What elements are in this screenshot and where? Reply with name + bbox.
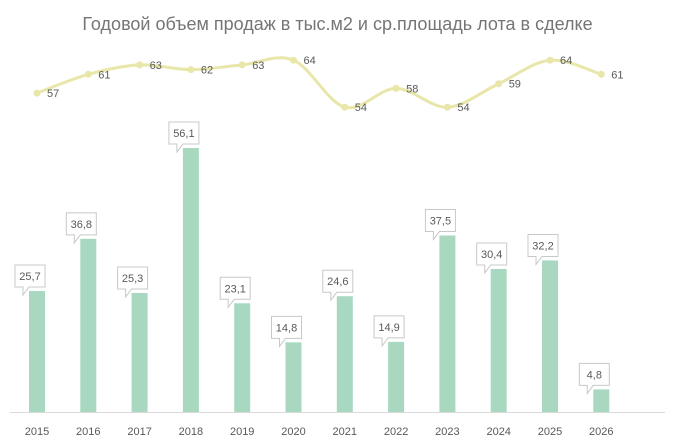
bar-data-label: 24,6: [327, 276, 348, 288]
x-tick-label: 2018: [179, 426, 203, 438]
line-data-label: 63: [150, 60, 162, 72]
line-data-label: 64: [304, 55, 316, 67]
bar-label-box: [14, 264, 46, 297]
bar: [131, 292, 148, 412]
line-point: [290, 56, 297, 64]
bar-label-box: [117, 266, 149, 299]
x-tick-label: 2023: [435, 426, 459, 438]
bar-data-label: 32,2: [532, 240, 553, 252]
line-data-label: 61: [98, 69, 110, 81]
line-point: [341, 103, 349, 111]
x-tick-label: 2024: [486, 426, 510, 438]
line-data-label: 64: [560, 55, 572, 67]
bar-data-label: 14,9: [378, 322, 399, 334]
line-data-label: 57: [47, 88, 59, 100]
bar-label-box: [578, 362, 610, 395]
bar: [388, 341, 405, 412]
bar-data-label: 14,8: [276, 322, 297, 334]
line-data-label: 62: [201, 65, 213, 77]
line-data-label: 61: [611, 69, 623, 81]
bar-data-label: 25,7: [19, 271, 40, 283]
bar: [182, 148, 199, 412]
bar: [80, 238, 97, 412]
line-point: [33, 89, 41, 97]
line-point: [84, 70, 92, 78]
bar: [439, 235, 456, 412]
line-point: [187, 66, 195, 74]
bar-data-label: 4,8: [587, 369, 602, 381]
x-tick-label: 2022: [384, 426, 408, 438]
bar-label-box: [527, 233, 559, 266]
x-tick-label: 2026: [589, 426, 613, 438]
bar-label-box: [219, 276, 251, 309]
line-point: [136, 61, 144, 69]
bar-label-box: [271, 315, 302, 348]
bar-data-label: 56,1: [173, 128, 194, 140]
bar-data-label: 25,3: [122, 273, 143, 285]
bar-data-label: 30,4: [481, 249, 502, 261]
line-point: [597, 70, 605, 78]
bar-data-label: 36,8: [71, 219, 92, 231]
bar-label-box: [373, 315, 405, 348]
bar-label-box: [65, 212, 97, 245]
bar-data-label: 37,5: [430, 216, 451, 228]
line-series: 57 61 63 62 63 64 54 58 54 59 64 61: [33, 55, 624, 114]
line-data-label: 54: [457, 102, 469, 114]
bar-label-box: [322, 269, 354, 302]
line-data-label: 54: [355, 102, 367, 114]
bar: [542, 260, 558, 412]
bar-label-box: [476, 242, 508, 275]
x-tick-label: 2016: [76, 426, 100, 438]
bar: [336, 296, 353, 412]
bar-series: 25,7 36,8 25,3 56,1 23,1 14,8 24,6 14,9 37,5 30,4…: [14, 121, 610, 412]
line-point: [238, 61, 246, 69]
x-axis: 2015 2016 2017 2018 2019 2020 2021 2022 2023 2024…: [10, 412, 665, 438]
line-point: [392, 84, 400, 92]
x-tick-label: 2017: [127, 426, 151, 438]
bar-label-box: [168, 121, 200, 154]
bar: [490, 268, 507, 412]
chart-title: Годовой объем продаж в тыс.м2 и ср.площа…: [82, 14, 593, 34]
line-point: [546, 56, 554, 64]
bar: [29, 291, 45, 412]
line-data-label: 63: [252, 60, 264, 72]
bar-data-label: 23,1: [224, 283, 245, 295]
x-tick-label: 2015: [25, 426, 49, 438]
x-tick-label: 2025: [538, 426, 562, 438]
line-data-label: 58: [406, 83, 418, 95]
bar: [285, 342, 302, 412]
bar-label-box: [424, 209, 456, 242]
x-tick-label: 2019: [230, 426, 254, 438]
bar: [234, 303, 251, 412]
line-point: [443, 103, 451, 111]
line-point: [495, 80, 503, 88]
x-tick-label: 2021: [333, 426, 357, 438]
bar: [593, 389, 610, 412]
x-tick-label: 2020: [281, 426, 305, 438]
line-data-label: 59: [509, 79, 521, 91]
